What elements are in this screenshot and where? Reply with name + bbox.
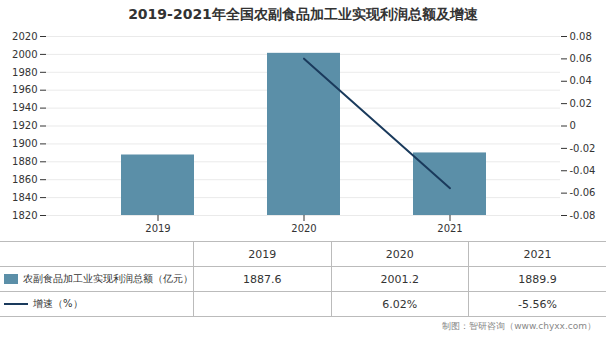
svg-text:0: 0	[570, 120, 576, 131]
svg-text:1900: 1900	[12, 138, 37, 149]
html-text:2019-2021年全国农副食品加工业实现利润总额及增速: 2019-2021年全国农副食品加工业实现利润总额及增速	[128, 6, 478, 22]
svg-text:1820: 1820	[12, 210, 37, 221]
svg-text:1960: 1960	[12, 84, 37, 95]
svg-text:-0.06: -0.06	[570, 187, 596, 198]
html-text:2001.2: 2001.2	[380, 272, 419, 286]
svg-text:1980: 1980	[12, 67, 37, 78]
svg-text:2020: 2020	[291, 223, 316, 234]
html-text:6.02%: 6.02%	[382, 297, 418, 311]
svg-text:0.06: 0.06	[570, 53, 592, 64]
svg-text:0.04: 0.04	[570, 75, 592, 86]
html-text:2020: 2020	[385, 247, 414, 261]
svg-text:-0.04: -0.04	[570, 165, 596, 176]
svg-text:2019: 2019	[145, 223, 170, 234]
svg-text:0.08: 0.08	[570, 31, 592, 42]
svg-text:1880: 1880	[12, 156, 37, 167]
html-text:2021: 2021	[523, 247, 552, 261]
html-text:-5.56%: -5.56%	[518, 297, 557, 311]
html-text:1889.9: 1889.9	[518, 272, 557, 286]
svg-text:2021: 2021	[437, 223, 462, 234]
svg-text:1860: 1860	[12, 174, 37, 185]
html-text:增速（%）: 增速（%）	[33, 298, 83, 309]
svg-text:-0.02: -0.02	[570, 143, 596, 154]
svg-text:1920: 1920	[12, 120, 37, 131]
html-text:1887.6: 1887.6	[243, 272, 282, 286]
svg-text:1940: 1940	[12, 102, 37, 113]
svg-text:1840: 1840	[12, 192, 37, 203]
svg-text:2000: 2000	[12, 49, 37, 60]
svg-text:-0.08: -0.08	[570, 210, 596, 221]
html-text:制图：智研咨询（www.chyxx.com）: 制图：智研咨询（www.chyxx.com）	[442, 321, 596, 331]
html-text:2019: 2019	[248, 247, 277, 261]
svg-text:0.02: 0.02	[570, 98, 592, 109]
html-text:农副食品加工业实现利润总额（亿元）: 农副食品加工业实现利润总额（亿元）	[23, 273, 193, 284]
svg-text:2020: 2020	[12, 31, 37, 42]
